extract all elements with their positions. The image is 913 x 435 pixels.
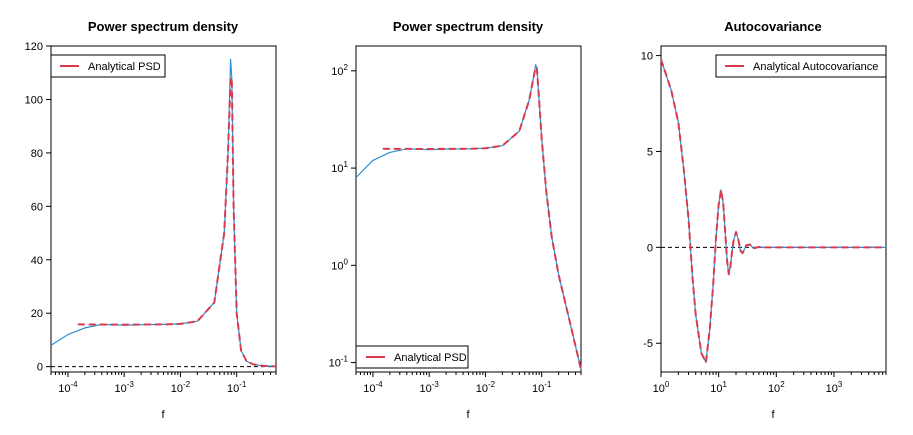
x-tick-label: 102 <box>768 380 785 395</box>
estimate-series-line <box>660 59 886 363</box>
y-tick-label: 0 <box>647 242 653 254</box>
panel-title: Autocovariance <box>724 19 822 34</box>
x-tick-label: 10-1 <box>532 380 552 395</box>
panel-autocovariance: Autocovariance -5 0 5 10 100 101 102 103 f Ana… <box>641 19 887 421</box>
y-tick-label: 20 <box>31 308 43 320</box>
legend: Analytical PSD <box>355 345 469 369</box>
legend: Analytical PSD <box>50 54 166 78</box>
y-axis: 10-1 100 101 102 <box>329 63 356 370</box>
legend-label: Analytical Autocovariance <box>753 61 878 73</box>
plot-area <box>355 64 582 370</box>
x-tick-label: 10-4 <box>363 380 383 395</box>
plot-frame <box>660 45 887 373</box>
x-axis: 10-4 10-3 10-2 10-1 <box>355 372 582 395</box>
y-tick-label: 102 <box>331 63 348 78</box>
legend-label: Analytical PSD <box>394 352 467 364</box>
y-tick-label: 0 <box>37 362 43 374</box>
x-axis: 10-4 10-3 10-2 10-1 <box>50 372 277 395</box>
analytical-series-line <box>382 66 582 370</box>
y-tick-label: 5 <box>647 146 653 158</box>
x-axis-label: f <box>466 409 470 421</box>
panel-psd-linear: Power spectrum density 0 20 40 60 80 100 120 1… <box>25 19 277 421</box>
y-tick-label: 40 <box>31 255 43 267</box>
y-tick-label: 101 <box>331 160 348 175</box>
x-tick-label: 10-2 <box>171 380 191 395</box>
analytical-series-line <box>77 77 277 368</box>
legend: Analytical Autocovariance <box>715 54 887 78</box>
y-tick-label: 60 <box>31 201 43 213</box>
estimate-series-line <box>355 64 582 370</box>
estimate-series-line <box>50 58 277 367</box>
y-tick-label: 120 <box>25 41 43 53</box>
legend-box <box>355 345 469 369</box>
x-tick-label: 10-2 <box>476 380 496 395</box>
plot-area <box>50 58 277 368</box>
x-tick-label: 100 <box>653 380 670 395</box>
legend-box <box>50 54 166 78</box>
y-tick-label: 100 <box>25 94 43 106</box>
y-axis: -5 0 5 10 <box>641 51 661 350</box>
x-axis: 100 101 102 103 <box>653 372 887 395</box>
legend-box <box>715 54 887 78</box>
x-axis-label: f <box>771 409 775 421</box>
y-tick-label: 80 <box>31 148 43 160</box>
panel-psd-log: Power spectrum density 10-1 100 101 102 10-… <box>329 19 582 421</box>
x-axis-label: f <box>161 409 165 421</box>
y-axis: 0 20 40 60 80 100 120 <box>25 41 51 374</box>
plot-frame <box>355 45 582 373</box>
legend-label: Analytical PSD <box>88 61 161 73</box>
y-tick-label: 10 <box>641 51 653 63</box>
y-tick-label: 100 <box>331 257 348 272</box>
plot-area <box>660 59 886 364</box>
analytical-series-line <box>660 59 886 364</box>
y-tick-label: 10-1 <box>329 355 349 370</box>
panel-title: Power spectrum density <box>393 19 544 34</box>
x-tick-label: 10-3 <box>419 380 439 395</box>
x-tick-label: 103 <box>826 380 843 395</box>
plot-frame <box>50 45 277 373</box>
panel-title: Power spectrum density <box>88 19 239 34</box>
x-tick-label: 10-3 <box>114 380 134 395</box>
x-tick-label: 10-4 <box>58 380 78 395</box>
y-tick-label: -5 <box>643 338 653 350</box>
x-tick-label: 10-1 <box>227 380 247 395</box>
x-tick-label: 101 <box>710 380 727 395</box>
